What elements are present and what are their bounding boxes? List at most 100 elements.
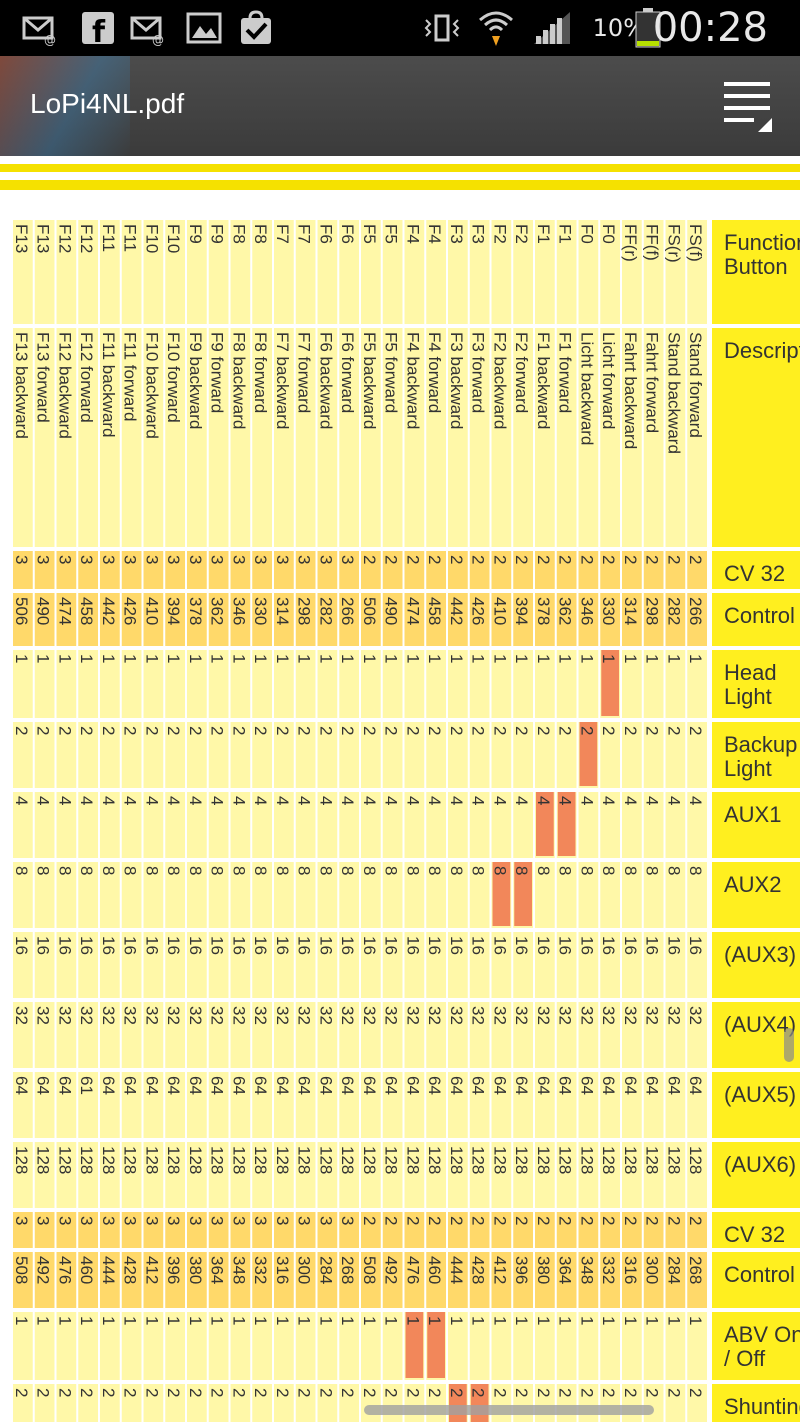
table-cell [187, 1072, 207, 1138]
checkbox-icon [241, 10, 271, 44]
cell-text: 442 [447, 597, 466, 625]
cell-text: 508 [12, 1256, 31, 1284]
cell-text: 380 [186, 1256, 205, 1284]
cell-text: F11 [99, 224, 118, 252]
table-cell [78, 1142, 98, 1208]
signal-icon [534, 12, 570, 44]
cell-text: 4 [273, 796, 292, 805]
table-cell [56, 1072, 77, 1138]
table-cell [13, 1312, 33, 1380]
cell-text: 3 [273, 555, 292, 564]
cell-text: 2 [577, 555, 596, 564]
cell-text: 362 [208, 597, 227, 625]
cell-text: 2 [403, 726, 422, 735]
cell-text: 2 [403, 555, 422, 564]
table-cell [230, 932, 251, 998]
table-cell [404, 1002, 425, 1068]
table-cell [578, 1002, 599, 1068]
cell-text: 128 [55, 1146, 74, 1174]
table-cell [295, 1002, 316, 1068]
cell-text: 2 [469, 555, 488, 564]
table-cell [252, 1384, 272, 1422]
table-cell [295, 1252, 316, 1308]
cell-text: 8 [512, 866, 531, 875]
cell-text: 32 [621, 1006, 640, 1025]
table-cell [230, 328, 251, 547]
cell-text: 32 [556, 1006, 575, 1025]
cell-text: 1 [447, 654, 466, 663]
cell-text: 16 [99, 936, 118, 955]
table-cell [448, 220, 468, 324]
cell-text: 2 [621, 555, 640, 564]
table-cell [469, 792, 490, 858]
row-header-cell [712, 328, 800, 547]
table-cell [121, 1212, 142, 1248]
table-cell [121, 862, 142, 928]
cell-text: 1 [34, 1316, 53, 1325]
table-cell [665, 862, 686, 928]
table-cell [143, 551, 164, 589]
row-header-label: (AUX3) [724, 942, 796, 967]
cell-text: 4 [621, 796, 640, 805]
row-header-cell [712, 722, 800, 788]
cell-text: 128 [164, 1146, 183, 1174]
table-cell [404, 328, 425, 547]
cell-text: 4 [382, 796, 401, 805]
cell-text: 8 [382, 866, 401, 875]
table-cell [404, 1142, 425, 1208]
cell-text: F2 forward [512, 332, 531, 413]
table-cell [208, 1142, 229, 1208]
cell-text: 3 [142, 555, 161, 564]
row-header-label: AUX2 [724, 872, 781, 897]
cell-text: 332 [251, 1256, 270, 1284]
table-cell [208, 650, 229, 718]
cell-text: 2 [382, 1216, 401, 1225]
table-cell [665, 932, 686, 998]
vertical-scrollbar[interactable] [784, 1028, 794, 1062]
row-header-cell [712, 1072, 800, 1138]
cell-text: 2 [208, 1388, 227, 1397]
cell-text: 128 [121, 1146, 140, 1174]
menu-icon[interactable] [718, 76, 778, 136]
cell-text: 2 [447, 1388, 466, 1397]
table-cell [78, 722, 98, 788]
cell-text: 460 [425, 1256, 444, 1284]
table-cell [556, 220, 577, 324]
cell-text: F2 backward [490, 332, 509, 429]
cell-text: 64 [273, 1076, 292, 1095]
table-cell [448, 1072, 468, 1138]
table-cell [100, 1312, 120, 1380]
table-cell [491, 328, 512, 547]
function-mapping-table[interactable]: Function ButtonFS(f)FS(r)FF(f)FF(r)F0F0F1… [0, 218, 800, 1422]
cell-text: 2 [599, 1216, 618, 1225]
table-cell [556, 1002, 577, 1068]
table-cell [382, 220, 403, 324]
cell-text: 8 [208, 866, 227, 875]
cell-text: 2 [99, 1388, 118, 1397]
table-cell [687, 1384, 707, 1422]
cell-text: 16 [686, 936, 705, 955]
table-cell [448, 722, 468, 788]
wifi-icon [479, 11, 513, 46]
table-cell [13, 1252, 33, 1308]
table-cell [121, 1252, 142, 1308]
table-cell [317, 862, 338, 928]
cell-text: 1 [490, 1316, 509, 1325]
table-cell [513, 1212, 533, 1248]
table-cell [426, 792, 446, 858]
table-cell [687, 650, 707, 718]
cell-text: 8 [229, 866, 248, 875]
cell-text: F8 [229, 224, 248, 244]
cell-text: 2 [360, 1216, 379, 1225]
cell-text: 2 [512, 555, 531, 564]
table-cell [339, 862, 359, 928]
cell-text: 332 [599, 1256, 618, 1284]
cell-text: 2 [599, 1388, 618, 1397]
cell-text: 458 [77, 597, 96, 625]
cell-text: 1 [664, 1316, 683, 1325]
horizontal-scrollbar[interactable] [364, 1405, 654, 1415]
cell-text: 2 [577, 1388, 596, 1397]
table-cell [600, 551, 620, 589]
table-cell [339, 1142, 359, 1208]
cell-text: 1 [77, 654, 96, 663]
